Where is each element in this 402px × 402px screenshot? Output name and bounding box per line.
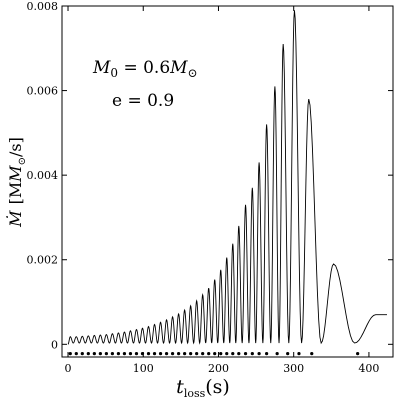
pericenter-dot — [250, 352, 254, 356]
x-tick-label: 300 — [283, 362, 304, 375]
pericenter-dot — [219, 352, 223, 356]
y-axis-label: Ṁ[MM⊙/s] — [5, 137, 28, 228]
axis-ticks — [62, 5, 393, 357]
pericenter-dot — [195, 352, 199, 356]
pericenter-dot — [128, 352, 133, 356]
pericenter-dot — [275, 352, 279, 356]
pericenter-dot — [134, 352, 139, 356]
pericenter-dot — [177, 352, 181, 356]
x-tick-label: 0 — [65, 362, 72, 375]
mdot-curve — [67, 10, 387, 345]
pericenter-dot — [110, 352, 115, 356]
pericenter-dot — [74, 352, 78, 356]
pericenter-dot — [68, 352, 72, 356]
pericenter-dot — [231, 352, 235, 356]
y-tick-label: 0.006 — [27, 85, 59, 98]
pericenter-dot — [86, 352, 90, 356]
x-tick-label: 100 — [133, 362, 154, 375]
pericenter-dot — [265, 352, 269, 356]
pericenter-dot — [243, 352, 248, 356]
pericenter-dot — [189, 352, 193, 356]
pericenter-dot — [170, 352, 175, 356]
pericenter-dot — [257, 352, 261, 356]
pericenter-dot — [356, 352, 360, 356]
x-axis-label: tloss(s) — [176, 376, 230, 400]
pericenter-dot — [297, 352, 301, 356]
pericenter-dot — [116, 352, 121, 356]
pericenter-dot — [92, 352, 96, 356]
pericenter-dot — [146, 352, 151, 356]
axis-tick-labels: 0 100 200 300 400 0 0.002 0.004 0.006 0.008 — [27, 0, 380, 375]
pericenter-dot — [237, 352, 241, 356]
plot-frame — [61, 5, 394, 358]
pericenter-dots — [68, 352, 360, 356]
y-tick-label: 0.004 — [27, 169, 59, 182]
pericenter-dot — [183, 352, 187, 356]
pericenter-dot — [310, 352, 314, 356]
pericenter-dot — [164, 352, 169, 356]
pericenter-dot — [104, 352, 108, 356]
pericenter-dot — [201, 352, 205, 356]
pericenter-dot — [152, 352, 157, 356]
pericenter-dot — [122, 352, 127, 356]
x-tick-label: 200 — [208, 362, 229, 375]
pericenter-dot — [158, 352, 163, 356]
pericenter-dot — [286, 352, 290, 356]
pericenter-dot — [80, 352, 84, 356]
y-tick-label: 0.002 — [27, 254, 59, 267]
pericenter-dot — [140, 352, 145, 356]
pericenter-dot — [98, 352, 102, 356]
annotation-mass: M0 = 0.6M⊙ — [92, 58, 198, 80]
y-tick-label: 0.008 — [27, 0, 59, 13]
pericenter-dot — [207, 352, 211, 356]
x-tick-label: 400 — [358, 362, 379, 375]
pericenter-dot — [225, 352, 229, 356]
pericenter-dot — [213, 352, 217, 356]
y-tick-label: 0 — [51, 338, 58, 351]
annotation-eccentricity: e = 0.9 — [112, 91, 174, 111]
